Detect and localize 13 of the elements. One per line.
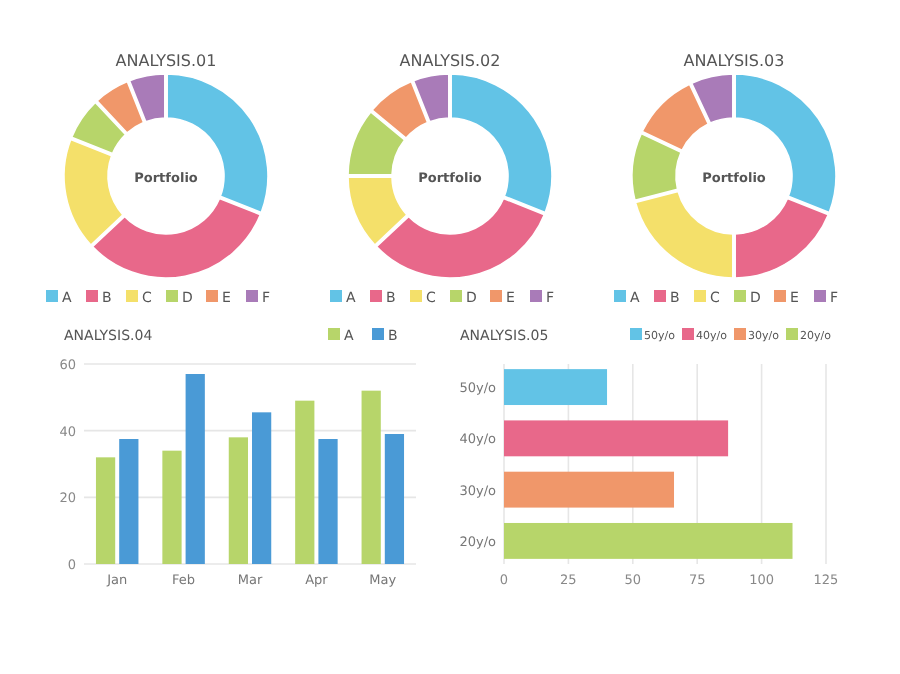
bar [185, 374, 205, 564]
bar [228, 437, 248, 564]
bar [295, 400, 315, 564]
bar [318, 439, 338, 564]
chart-title: ANALYSIS.01 [115, 52, 217, 70]
bar [95, 457, 116, 564]
bar [162, 450, 182, 564]
chart-title: ANALYSIS.03 [683, 52, 785, 70]
bar [252, 412, 272, 564]
bar [119, 439, 139, 564]
bar [384, 434, 405, 564]
bar [361, 390, 381, 564]
chart-title: ANALYSIS.02 [399, 52, 501, 70]
